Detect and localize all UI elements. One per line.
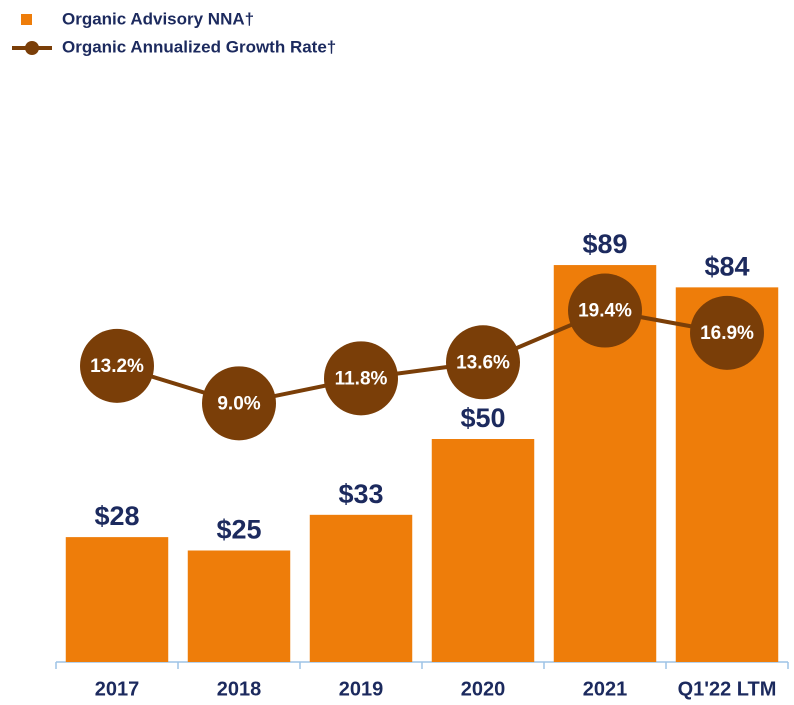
growth-value-label: 13.2%	[90, 356, 144, 377]
bar-value-label: $28	[94, 501, 139, 531]
x-tick-label: 2020	[461, 678, 506, 700]
bar	[187, 550, 291, 662]
legend-label: Organic Advisory NNA†	[62, 9, 254, 28]
bar-value-label: $50	[460, 403, 505, 433]
x-tick-label: Q1'22 LTM	[678, 678, 777, 700]
growth-marker	[80, 328, 154, 403]
growth-value-label: 16.9%	[700, 323, 754, 344]
x-tick-label: 2019	[339, 678, 384, 700]
legend-label: Organic Annualized Growth Rate†	[62, 37, 336, 56]
bar-value-label: $25	[216, 515, 261, 545]
x-tick-label: 2018	[217, 678, 262, 700]
growth-value-label: 11.8%	[335, 368, 388, 389]
bar	[431, 439, 535, 662]
growth-value-label: 9.0%	[217, 393, 260, 414]
bar-value-label: $84	[704, 251, 749, 281]
growth-marker	[690, 295, 764, 370]
growth-marker	[202, 366, 276, 441]
x-tick-label: 2021	[583, 678, 628, 700]
bar-value-label: $33	[338, 479, 383, 509]
bar	[309, 514, 413, 662]
growth-marker	[324, 341, 398, 416]
bar	[65, 537, 169, 662]
bar-value-label: $89	[582, 229, 627, 259]
x-tick-label: 2017	[95, 678, 140, 700]
growth-marker	[568, 273, 642, 348]
legend-marker	[25, 41, 39, 55]
growth-marker	[446, 325, 520, 400]
growth-value-label: 13.6%	[456, 352, 510, 373]
legend-swatch	[21, 14, 32, 25]
growth-value-label: 19.4%	[578, 301, 632, 322]
